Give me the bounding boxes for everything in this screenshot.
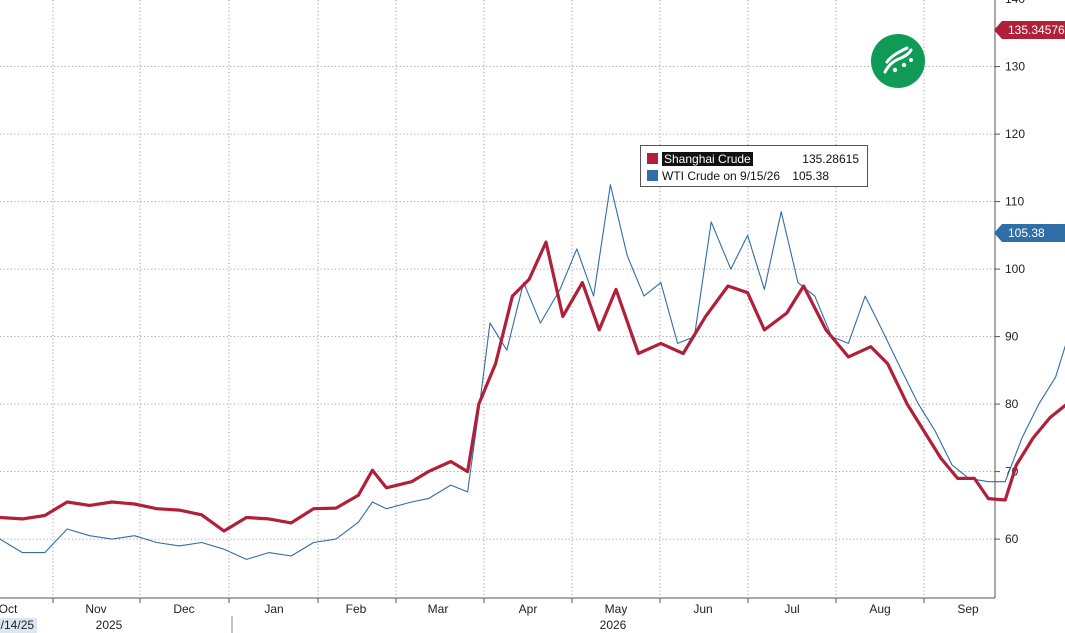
tick-label-y-80: 80 [1005, 397, 1019, 411]
series-line-wti-crude [0, 184, 1065, 560]
legend-entry-shanghai-crude: Shanghai Crude 135.28615 [647, 151, 859, 167]
green-circle-logo [871, 34, 925, 88]
year-label-2026: 2026 [600, 618, 627, 632]
year-label-2025: 2025 [96, 618, 123, 632]
axes [0, 0, 1000, 633]
legend-value-shanghai: 135.28615 [802, 152, 859, 166]
tick-label-x-mar: Mar [428, 602, 449, 616]
tick-label-y-130: 130 [1005, 60, 1025, 74]
tick-label-y-60: 60 [1005, 532, 1019, 546]
legend-label-shanghai: Shanghai Crude [662, 152, 753, 166]
tick-label-x-nov: Nov [85, 602, 106, 616]
last-value-tag-wti: 105.38 [994, 224, 1065, 242]
start-date-stamp: 9/14/25 [0, 618, 38, 633]
tick-label-y-100: 100 [1005, 262, 1025, 276]
legend-swatch-wti [647, 170, 658, 181]
series-line-shanghai-crude [0, 240, 1065, 533]
legend-value-wti: 105.38 [792, 169, 829, 183]
tick-label-x-dec: Dec [173, 602, 194, 616]
last-value-tag-shanghai: 135.34576 [994, 21, 1065, 39]
tick-label-x-jul: Jul [784, 602, 799, 616]
series-lines [0, 184, 1065, 560]
tick-label-y-90: 90 [1005, 330, 1019, 344]
tick-label-y-140: 140 [1005, 0, 1025, 6]
x-axis-ticks: Oct Nov Dec Jan Feb Mar Apr May Jun Jul Aug Sep 2025… [0, 602, 979, 632]
tick-label-x-sep: Sep [957, 602, 979, 616]
tick-label-x-oct: Oct [0, 602, 18, 616]
chart-legend: Shanghai Crude 135.28615 WTI Crude on 9/… [640, 145, 868, 187]
tick-label-x-jan: Jan [264, 602, 283, 616]
legend-entry-wti-crude: WTI Crude on 9/15/26 105.38 [647, 168, 859, 184]
tick-label-x-aug: Aug [869, 602, 890, 616]
tick-label-x-jun: Jun [693, 602, 712, 616]
legend-label-wti: WTI Crude on 9/15/26 [662, 169, 781, 183]
tick-label-x-apr: Apr [519, 602, 538, 616]
tick-label-x-feb: Feb [346, 602, 367, 616]
tick-label-y-120: 120 [1005, 127, 1025, 141]
legend-swatch-shanghai [647, 153, 658, 164]
tick-label-y-110: 110 [1005, 195, 1024, 209]
y-axis-ticks: 60708090100110120130140 [1005, 0, 1025, 546]
tick-label-x-may: May [605, 602, 628, 616]
